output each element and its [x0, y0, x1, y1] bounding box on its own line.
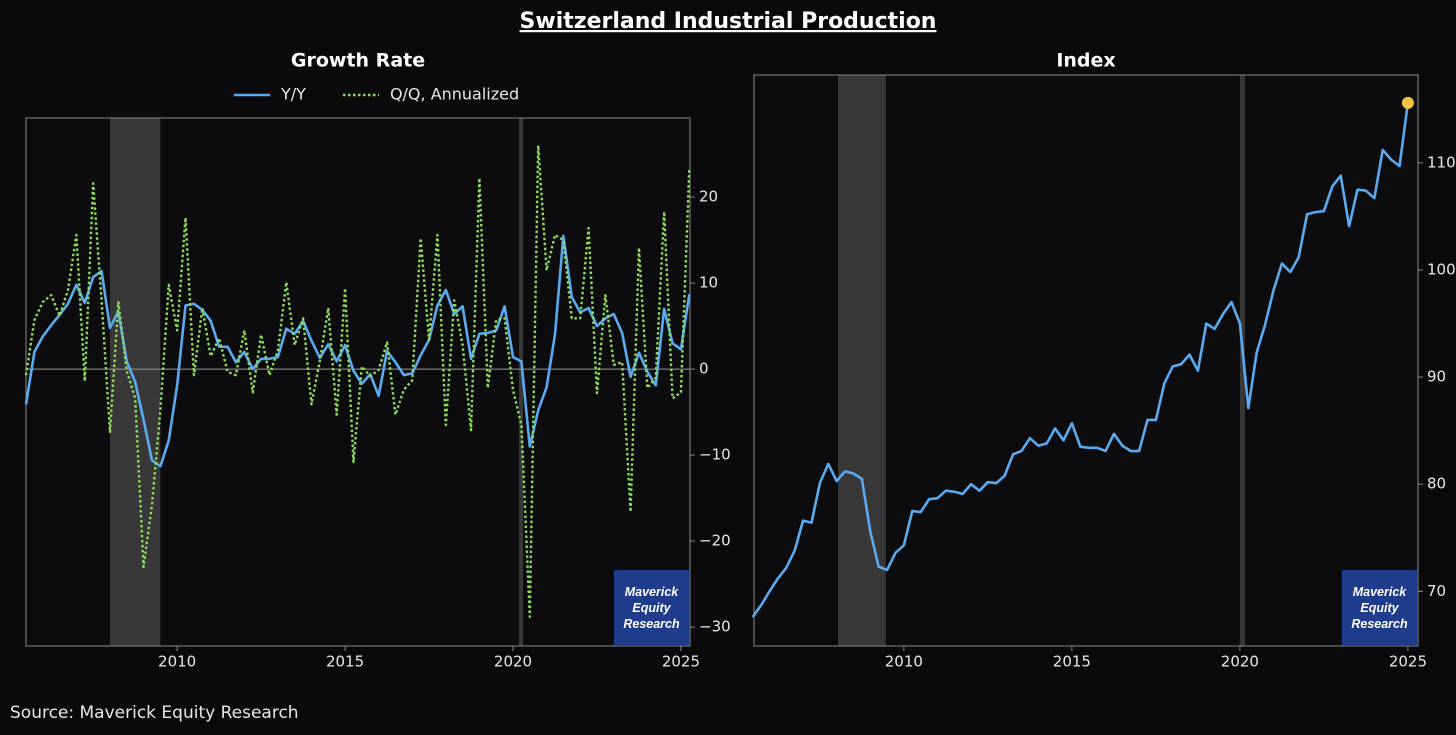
x-tick-label: 2025: [662, 653, 700, 671]
chart-title: Growth Rate: [291, 50, 425, 72]
legend-item: Y/Y: [234, 85, 306, 104]
y-tick-label: 100: [1427, 260, 1456, 278]
x-tick-label: 2010: [158, 653, 196, 671]
series-line: [751, 102, 1410, 618]
main-title: Switzerland Industrial Production: [520, 9, 937, 34]
series-line: [24, 234, 691, 468]
y-tick-label: 90: [1427, 368, 1446, 386]
legend-label: Q/Q, Annualized: [390, 85, 519, 104]
y-tick-label: 10: [699, 274, 718, 292]
legend-item: Q/Q, Annualized: [342, 85, 519, 104]
y-tick-label: −30: [699, 618, 731, 636]
shaded-period: [838, 75, 886, 646]
watermark: Maverick Equity Research: [614, 570, 689, 645]
x-tick-label: 2020: [1221, 653, 1259, 671]
y-tick-label: 20: [699, 188, 718, 206]
series-line: [24, 144, 691, 618]
y-tick-label: 70: [1427, 582, 1446, 600]
y-tick-label: 80: [1427, 475, 1446, 493]
source-note: Source: Maverick Equity Research: [10, 703, 299, 723]
x-tick-label: 2015: [326, 653, 364, 671]
y-tick-label: 0: [699, 360, 709, 378]
shaded-period: [519, 118, 524, 646]
end-marker: [1401, 96, 1414, 109]
legend-label: Y/Y: [280, 85, 306, 104]
y-tick-label: −10: [699, 446, 731, 464]
y-tick-label: −20: [699, 532, 731, 550]
x-tick-label: 2025: [1389, 653, 1427, 671]
chart-title: Index: [1056, 50, 1115, 72]
x-tick-label: 2010: [885, 653, 923, 671]
x-tick-label: 2020: [494, 653, 532, 671]
y-tick-label: 110: [1427, 153, 1456, 171]
watermark: Maverick Equity Research: [1342, 570, 1417, 645]
x-tick-label: 2015: [1053, 653, 1091, 671]
